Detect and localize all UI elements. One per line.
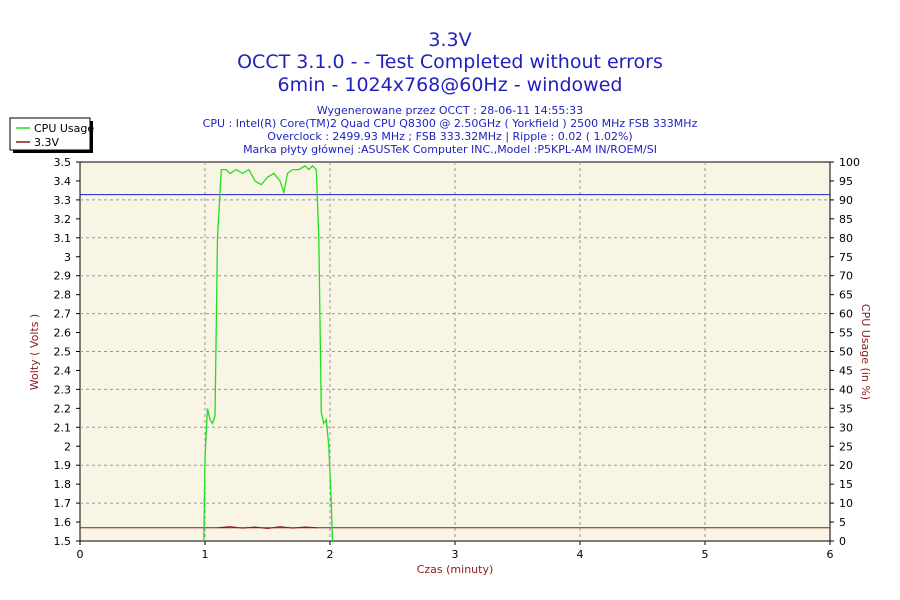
y-right-tick-label-14: 70 bbox=[839, 270, 853, 283]
reference-lines bbox=[80, 194, 830, 529]
y-left-tick-label-13: 2.8 bbox=[54, 289, 72, 302]
y-left-tick-label-1: 1.6 bbox=[54, 516, 72, 529]
y-axis-right: 0 5 10 15 20 25 30 35 40 45 50 55 60 65 70 75 80 85 90 95 10… bbox=[830, 156, 860, 548]
y-left-tick-label-2: 1.7 bbox=[54, 497, 72, 510]
y-right-tick-label-5: 25 bbox=[839, 440, 853, 453]
y-axis-left-title: Wolty ( Volts ) bbox=[28, 314, 41, 390]
y-right-tick-label-4: 20 bbox=[839, 459, 853, 472]
y-right-tick-label-6: 30 bbox=[839, 421, 853, 434]
y-right-tick-label-0: 0 bbox=[839, 535, 846, 548]
chart-subtitle-1: OCCT 3.1.0 - - Test Completed without er… bbox=[237, 51, 663, 73]
y-left-tick-label-11: 2.6 bbox=[54, 327, 72, 340]
y-left-tick-label-20: 3.5 bbox=[54, 156, 72, 169]
x-tick-label-5: 5 bbox=[702, 548, 709, 561]
y-left-tick-label-5: 2 bbox=[64, 440, 71, 453]
baseline-wiggle bbox=[217, 526, 318, 530]
y-right-tick-label-19: 95 bbox=[839, 175, 853, 188]
y-left-tick-label-14: 2.9 bbox=[54, 270, 72, 283]
y-left-tick-label-8: 2.3 bbox=[54, 383, 72, 396]
y-right-tick-label-11: 55 bbox=[839, 327, 853, 340]
x-tick-label-2: 2 bbox=[327, 548, 334, 561]
legend: CPU Usage 3.3V bbox=[9, 117, 94, 153]
y-right-tick-label-20: 100 bbox=[839, 156, 860, 169]
series-line-cpu-usage bbox=[203, 164, 334, 542]
y-right-tick-label-7: 35 bbox=[839, 402, 853, 415]
y-left-tick-label-9: 2.4 bbox=[54, 364, 72, 377]
legend-label-cpu-usage: CPU Usage bbox=[34, 122, 94, 135]
y-right-tick-label-2: 10 bbox=[839, 497, 853, 510]
chart-subtitle-2: 6min - 1024x768@60Hz - windowed bbox=[278, 74, 623, 96]
x-tick-label-6: 6 bbox=[827, 548, 834, 561]
y-left-tick-label-7: 2.2 bbox=[54, 402, 72, 415]
y-left-tick-label-4: 1.9 bbox=[54, 459, 72, 472]
x-tick-label-3: 3 bbox=[452, 548, 459, 561]
series-lines bbox=[203, 164, 334, 542]
y-axis-right-title: CPU Usage (in %) bbox=[859, 304, 872, 400]
y-axis-left: 1.5 1.6 1.7 1.8 1.9 2 2.1 2.2 2.3 2.4 2.5 2.6 2.7 2.8… bbox=[54, 156, 80, 548]
y-left-tick-label-16: 3.1 bbox=[54, 232, 72, 245]
legend-label-3-3v: 3.3V bbox=[34, 136, 59, 149]
y-right-tick-label-12: 60 bbox=[839, 308, 853, 321]
x-axis: 0 1 2 3 4 5 6 bbox=[77, 541, 834, 561]
y-left-tick-label-6: 2.1 bbox=[54, 421, 72, 434]
y-right-tick-label-1: 5 bbox=[839, 516, 846, 529]
y-left-tick-label-19: 3.4 bbox=[54, 175, 72, 188]
x-tick-label-1: 1 bbox=[202, 548, 209, 561]
y-right-tick-label-18: 90 bbox=[839, 194, 853, 207]
y-right-tick-label-15: 75 bbox=[839, 251, 853, 264]
info-line-cpu: CPU : Intel(R) Core(TM)2 Quad CPU Q8300 … bbox=[203, 117, 698, 130]
x-tick-label-4: 4 bbox=[577, 548, 584, 561]
x-tick-label-0: 0 bbox=[77, 548, 84, 561]
info-line-overclock: Overclock : 2499.93 MHz ; FSB 333.32MHz … bbox=[267, 130, 632, 143]
x-axis-title: Czas (minuty) bbox=[417, 563, 494, 576]
y-right-tick-label-3: 15 bbox=[839, 478, 853, 491]
grid bbox=[80, 162, 830, 541]
y-left-tick-label-17: 3.2 bbox=[54, 213, 72, 226]
y-right-tick-label-17: 85 bbox=[839, 213, 853, 226]
y-left-tick-label-15: 3 bbox=[64, 251, 71, 264]
y-left-tick-label-3: 1.8 bbox=[54, 478, 72, 491]
y-right-tick-label-8: 40 bbox=[839, 383, 853, 396]
y-left-tick-label-0: 1.5 bbox=[54, 535, 72, 548]
chart-title: 3.3V bbox=[428, 29, 471, 51]
info-line-motherboard: Marka płyty głównej :ASUSTeK Computer IN… bbox=[243, 143, 657, 156]
y-left-tick-label-10: 2.5 bbox=[54, 346, 72, 359]
y-right-tick-label-10: 50 bbox=[839, 346, 853, 359]
y-right-tick-label-9: 45 bbox=[839, 364, 853, 377]
y-right-tick-label-13: 65 bbox=[839, 289, 853, 302]
y-left-tick-label-18: 3.3 bbox=[54, 194, 72, 207]
y-right-tick-label-16: 80 bbox=[839, 232, 853, 245]
y-left-tick-label-12: 2.7 bbox=[54, 308, 72, 321]
info-line-generated: Wygenerowane przez OCCT : 28-06-11 14:55… bbox=[317, 104, 583, 117]
